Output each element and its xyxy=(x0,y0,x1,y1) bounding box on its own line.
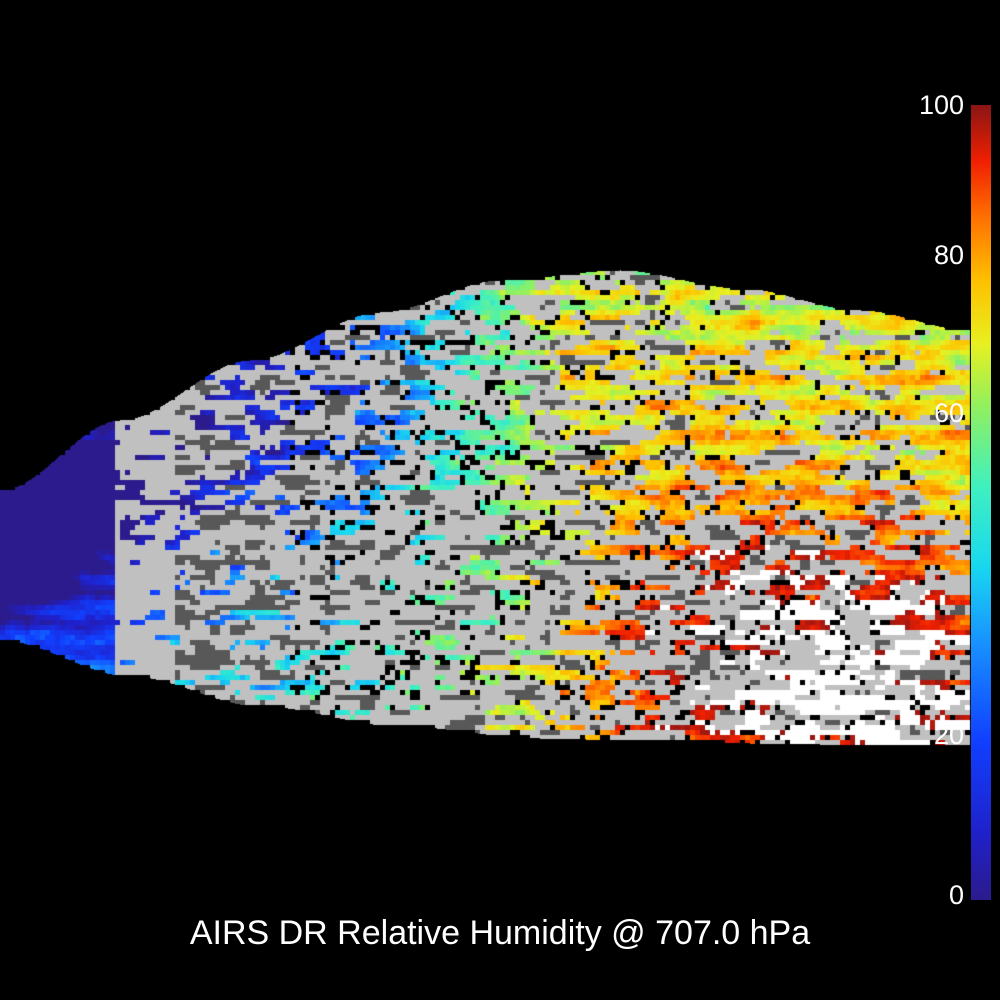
colorbar-tick-label-0: 0 xyxy=(948,880,964,910)
colorbar-tick-label-60: 60 xyxy=(933,398,964,428)
page-title: AIRS DR Relative Humidity @ 707.0 hPa xyxy=(189,914,811,952)
colorbar-tick-label-80: 80 xyxy=(933,240,964,270)
colorbar-tick-label-20: 20 xyxy=(933,720,964,750)
colorbar-gradient xyxy=(971,105,991,900)
colorbar-tick-label-100: 100 xyxy=(918,90,964,120)
